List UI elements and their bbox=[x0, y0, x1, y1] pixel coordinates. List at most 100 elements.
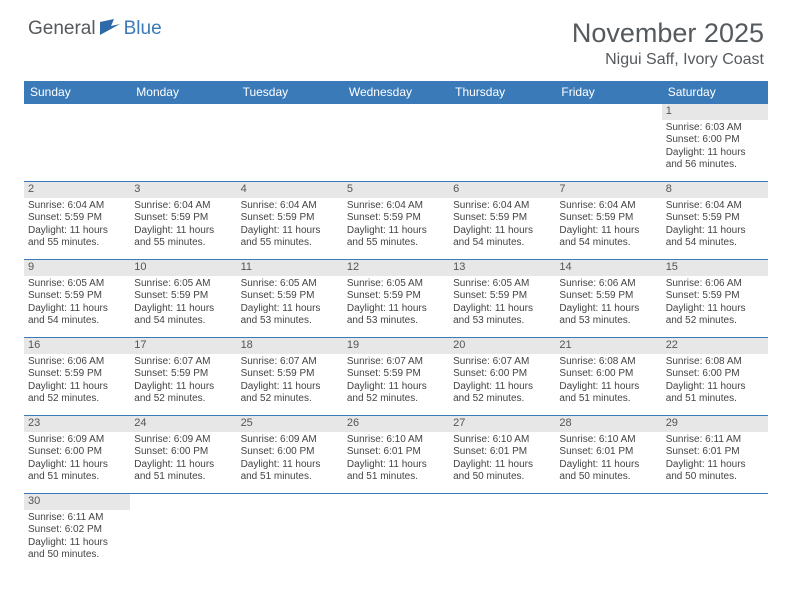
sunset-value: 6:00 PM bbox=[490, 368, 527, 379]
calendar-day: 14Sunrise: 6:06 AMSunset: 5:59 PMDayligh… bbox=[555, 260, 661, 338]
sunrise-label: Sunrise: bbox=[559, 434, 596, 445]
sunrise-label: Sunrise: bbox=[134, 434, 171, 445]
sunset-value: 6:01 PM bbox=[384, 446, 421, 457]
sunset-line: Sunset: 6:02 PM bbox=[28, 524, 126, 537]
sunset-line: Sunset: 6:00 PM bbox=[28, 446, 126, 459]
daylight-line: Daylight: 11 hours and 54 minutes. bbox=[453, 225, 551, 250]
calendar-day: 20Sunrise: 6:07 AMSunset: 6:00 PMDayligh… bbox=[449, 338, 555, 416]
sunset-value: 5:59 PM bbox=[65, 212, 102, 223]
page-header: General Blue November 2025 Nigui Saff, I… bbox=[0, 0, 792, 75]
sunrise-label: Sunrise: bbox=[453, 200, 490, 211]
sunset-label: Sunset: bbox=[453, 446, 487, 457]
sunset-line: Sunset: 5:59 PM bbox=[28, 212, 126, 225]
sunrise-label: Sunrise: bbox=[241, 278, 278, 289]
day-number: 5 bbox=[343, 182, 449, 198]
sunset-line: Sunset: 5:59 PM bbox=[241, 290, 339, 303]
sunset-label: Sunset: bbox=[347, 446, 381, 457]
sunset-value: 5:59 PM bbox=[384, 290, 421, 301]
sunrise-label: Sunrise: bbox=[666, 200, 703, 211]
sunrise-value: 6:05 AM bbox=[174, 278, 211, 289]
sunset-value: 5:59 PM bbox=[65, 290, 102, 301]
title-block: November 2025 Nigui Saff, Ivory Coast bbox=[572, 18, 764, 69]
sunset-line: Sunset: 6:00 PM bbox=[241, 446, 339, 459]
sunset-line: Sunset: 5:59 PM bbox=[28, 368, 126, 381]
sunrise-label: Sunrise: bbox=[666, 434, 703, 445]
calendar-day-empty bbox=[555, 494, 661, 572]
sunrise-value: 6:09 AM bbox=[67, 434, 104, 445]
day-number: 18 bbox=[237, 338, 343, 354]
sunrise-value: 6:10 AM bbox=[599, 434, 636, 445]
daylight-line: Daylight: 11 hours and 50 minutes. bbox=[28, 537, 126, 562]
sunset-line: Sunset: 5:59 PM bbox=[347, 368, 445, 381]
sunrise-value: 6:11 AM bbox=[705, 434, 741, 445]
sunrise-line: Sunrise: 6:06 AM bbox=[559, 278, 657, 291]
day-number: 9 bbox=[24, 260, 130, 276]
sunrise-label: Sunrise: bbox=[453, 356, 490, 367]
sunset-line: Sunset: 5:59 PM bbox=[28, 290, 126, 303]
sunrise-value: 6:05 AM bbox=[280, 278, 317, 289]
daylight-line: Daylight: 11 hours and 51 minutes. bbox=[347, 459, 445, 484]
day-number: 17 bbox=[130, 338, 236, 354]
calendar-week: 9Sunrise: 6:05 AMSunset: 5:59 PMDaylight… bbox=[24, 260, 768, 338]
daylight-label: Daylight: bbox=[241, 459, 280, 470]
daylight-label: Daylight: bbox=[28, 459, 67, 470]
daylight-line: Daylight: 11 hours and 54 minutes. bbox=[28, 303, 126, 328]
calendar-day: 11 Sunrise: 6:05 AMSunset: 5:59 PMDayligh… bbox=[237, 260, 343, 338]
sunrise-value: 6:10 AM bbox=[493, 434, 530, 445]
sunrise-label: Sunrise: bbox=[28, 434, 65, 445]
sunset-line: Sunset: 5:59 PM bbox=[241, 212, 339, 225]
calendar-day: 12Sunrise: 6:05 AMSunset: 5:59 PMDayligh… bbox=[343, 260, 449, 338]
daylight-label: Daylight: bbox=[666, 459, 705, 470]
sunset-label: Sunset: bbox=[453, 368, 487, 379]
sunrise-line: Sunrise: 6:06 AM bbox=[28, 356, 126, 369]
day-number: 29 bbox=[662, 416, 768, 432]
sunset-value: 5:59 PM bbox=[490, 212, 527, 223]
daylight-label: Daylight: bbox=[241, 225, 280, 236]
sunset-label: Sunset: bbox=[241, 368, 275, 379]
sunrise-value: 6:04 AM bbox=[174, 200, 211, 211]
sunrise-label: Sunrise: bbox=[559, 278, 596, 289]
sunset-line: Sunset: 6:01 PM bbox=[347, 446, 445, 459]
calendar-day-empty bbox=[237, 494, 343, 572]
sunrise-label: Sunrise: bbox=[28, 356, 65, 367]
sunrise-line: Sunrise: 6:04 AM bbox=[559, 200, 657, 213]
day-number: 3 bbox=[130, 182, 236, 198]
sunrise-label: Sunrise: bbox=[559, 356, 596, 367]
calendar-day: 13Sunrise: 6:05 AMSunset: 5:59 PMDayligh… bbox=[449, 260, 555, 338]
sunrise-line: Sunrise: 6:11 AM bbox=[28, 512, 126, 525]
day-number: 10 bbox=[130, 260, 236, 276]
calendar-day: 29Sunrise: 6:11 AMSunset: 6:01 PMDayligh… bbox=[662, 416, 768, 494]
sunset-value: 6:01 PM bbox=[490, 446, 527, 457]
daylight-line: Daylight: 11 hours and 53 minutes. bbox=[241, 303, 339, 328]
sunrise-label: Sunrise: bbox=[241, 200, 278, 211]
day-number: 26 bbox=[343, 416, 449, 432]
daylight-label: Daylight: bbox=[28, 537, 67, 548]
calendar-day: 15Sunrise: 6:06 AMSunset: 5:59 PMDayligh… bbox=[662, 260, 768, 338]
day-number: 11 bbox=[237, 260, 343, 276]
sunrise-value: 6:09 AM bbox=[174, 434, 211, 445]
sunrise-value: 6:08 AM bbox=[705, 356, 742, 367]
daylight-label: Daylight: bbox=[134, 381, 173, 392]
sunrise-line: Sunrise: 6:04 AM bbox=[453, 200, 551, 213]
sunset-label: Sunset: bbox=[134, 212, 168, 223]
sunrise-line: Sunrise: 6:10 AM bbox=[347, 434, 445, 447]
daylight-label: Daylight: bbox=[559, 225, 598, 236]
sunset-line: Sunset: 5:59 PM bbox=[134, 212, 232, 225]
sunset-label: Sunset: bbox=[134, 290, 168, 301]
logo-text-general: General bbox=[28, 18, 96, 40]
sunrise-line: Sunrise: 6:07 AM bbox=[241, 356, 339, 369]
sunset-line: Sunset: 6:00 PM bbox=[453, 368, 551, 381]
daylight-label: Daylight: bbox=[666, 303, 705, 314]
sunset-label: Sunset: bbox=[134, 446, 168, 457]
day-header: Friday bbox=[555, 81, 661, 104]
sunset-line: Sunset: 6:01 PM bbox=[559, 446, 657, 459]
sunset-value: 5:59 PM bbox=[65, 368, 102, 379]
sunset-value: 5:59 PM bbox=[277, 368, 314, 379]
calendar-day: 2Sunrise: 6:04 AMSunset: 5:59 PMDaylight… bbox=[24, 182, 130, 260]
sunset-value: 5:59 PM bbox=[596, 290, 633, 301]
calendar-day-empty bbox=[555, 104, 661, 182]
sunset-value: 6:00 PM bbox=[596, 368, 633, 379]
daylight-label: Daylight: bbox=[666, 147, 705, 158]
sunrise-line: Sunrise: 6:09 AM bbox=[134, 434, 232, 447]
sunset-line: Sunset: 6:00 PM bbox=[559, 368, 657, 381]
